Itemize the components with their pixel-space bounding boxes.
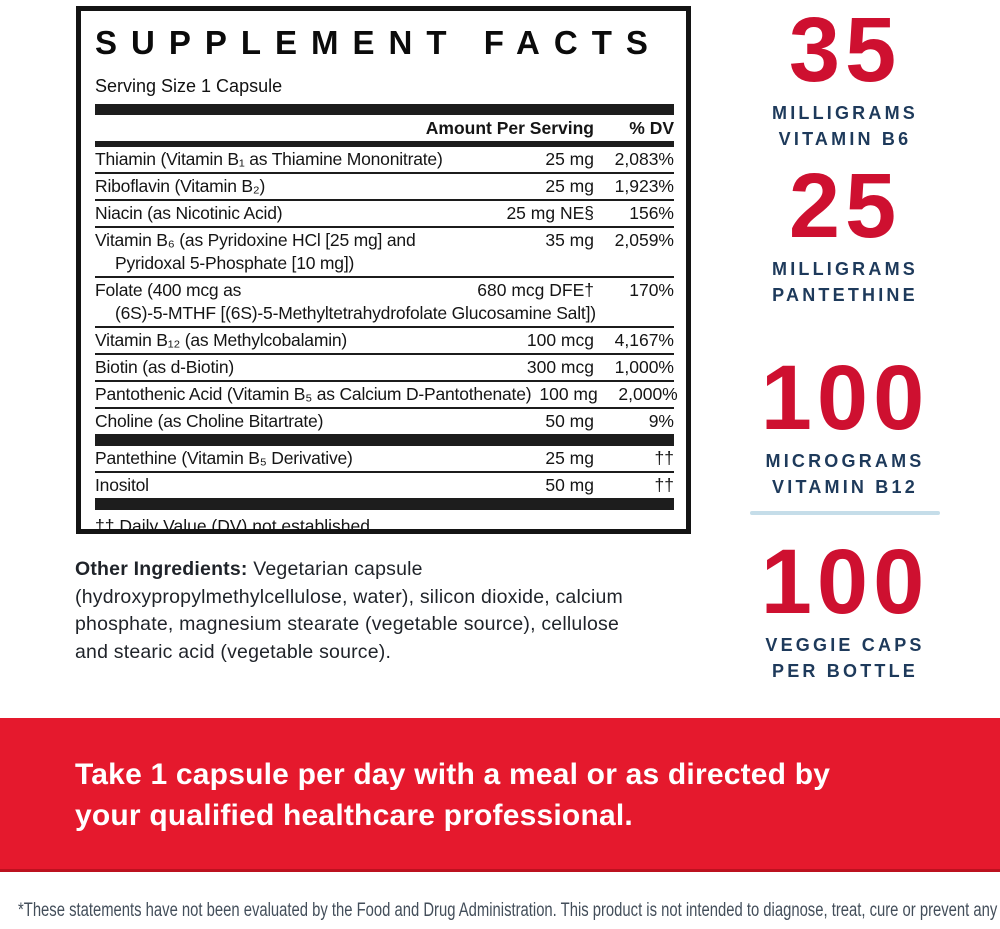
- nutrient-dv: 2,000%: [618, 384, 678, 404]
- nutrient-amount: 25 mg: [545, 149, 594, 169]
- supplement-facts-panel: SUPPLEMENT FACTS Serving Size 1 Capsule …: [76, 6, 691, 534]
- divider-bar: [95, 104, 674, 115]
- stat-nutrient: VITAMIN B12: [772, 477, 918, 497]
- stat-value: 100: [760, 347, 930, 449]
- table-row: Vitamin B₆ (as Pyridoxine HCl [25 mg] an…: [95, 226, 674, 276]
- stat-nutrient: VITAMIN B6: [778, 129, 912, 149]
- fda-disclaimer: *These statements have not been evaluate…: [18, 900, 1000, 921]
- panel-title: SUPPLEMENT FACTS: [95, 24, 662, 61]
- table-row: Riboflavin (Vitamin B₂) 25 mg 1,923%: [95, 172, 674, 199]
- table-row: Choline (as Choline Bitartrate) 50 mg 9%: [95, 407, 674, 434]
- nutrient-dv: 1,000%: [614, 357, 674, 377]
- stat-unit: MILLIGRAMS: [772, 259, 918, 279]
- divider-bar: [95, 141, 674, 147]
- nutrient-name-continued: Pyridoxal 5-Phosphate [10 mg]): [115, 253, 355, 273]
- stat-value: 100: [760, 531, 930, 633]
- stat-divider-line: [750, 511, 940, 515]
- nutrient-name: Vitamin B₆ (as Pyridoxine HCl [25 mg] an…: [95, 230, 416, 250]
- nutrient-dv: 156%: [629, 203, 674, 223]
- directions-banner: Take 1 capsule per day with a meal or as…: [0, 718, 1000, 872]
- nutrient-name: Vitamin B₁₂ (as Methylcobalamin): [95, 330, 348, 350]
- stat-value: 25: [788, 155, 902, 257]
- other-ingredients-label: Other Ingredients:: [75, 558, 248, 580]
- stat-veggie-caps: 100 VEGGIE CAPS PER BOTTLE: [745, 536, 945, 684]
- stat-unit: VEGGIE CAPS: [765, 635, 925, 655]
- table-row: Inositol 50 mg ††: [95, 471, 674, 498]
- divider-bar: [95, 498, 674, 510]
- divider-bar: [95, 434, 674, 446]
- directions-text: Take 1 capsule per day with a meal or as…: [75, 758, 831, 832]
- stat-nutrient: PANTETHINE: [772, 285, 918, 305]
- stat-unit: MICROGRAMS: [765, 451, 925, 471]
- nutrient-amount: 300 mcg: [526, 357, 594, 377]
- nutrient-amount: 50 mg: [545, 411, 594, 431]
- table-row: Biotin (as d-Biotin) 300 mcg 1,000%: [95, 353, 674, 380]
- nutrient-name: Folate (400 mcg as: [95, 280, 242, 300]
- nutrient-name: Inositol: [95, 475, 149, 495]
- nutrient-name: Pantothenic Acid (Vitamin B₅ as Calcium …: [95, 384, 532, 404]
- table-row: Pantothenic Acid (Vitamin B₅ as Calcium …: [95, 380, 678, 407]
- stat-vitamin-b12: 100 MICROGRAMS VITAMIN B12: [745, 352, 945, 500]
- stat-unit: MILLIGRAMS: [772, 103, 918, 123]
- table-row: Thiamin (Vitamin B₁ as Thiamine Mononitr…: [95, 147, 674, 172]
- nutrient-group-2: Pantethine (Vitamin B₅ Derivative) 25 mg…: [95, 446, 674, 498]
- nutrient-group-1: Thiamin (Vitamin B₁ as Thiamine Mononitr…: [95, 147, 678, 434]
- nutrient-name: Riboflavin (Vitamin B₂): [95, 176, 266, 196]
- nutrient-dv: ††: [654, 448, 674, 468]
- nutrient-amount: 25 mg NE§: [506, 203, 594, 223]
- stat-vitamin-b6: 35 MILLIGRAMS VITAMIN B6: [745, 4, 945, 152]
- nutrient-dv: 170%: [629, 280, 674, 300]
- stat-nutrient: PER BOTTLE: [771, 661, 918, 681]
- nutrient-name-continued: (6S)-5-MTHF [(6S)-5-Methyltetrahydrofola…: [115, 303, 596, 323]
- stat-pantethine: 25 MILLIGRAMS PANTETHINE: [745, 160, 945, 308]
- table-row: Vitamin B₁₂ (as Methylcobalamin) 100 mcg…: [95, 326, 674, 353]
- nutrient-amount: 100 mcg: [526, 330, 594, 350]
- nutrient-amount: 100 mg: [539, 384, 598, 404]
- header-percent-dv: % DV: [629, 118, 674, 138]
- nutrient-amount: 25 mg: [545, 448, 594, 468]
- nutrient-amount: 680 mcg DFE†: [477, 280, 594, 300]
- table-row: Folate (400 mcg as 680 mcg DFE† 170% (6S…: [95, 276, 674, 326]
- stat-value: 35: [788, 0, 902, 101]
- header-amount-per-serving: Amount Per Serving: [425, 118, 594, 138]
- nutrient-name: Pantethine (Vitamin B₅ Derivative): [95, 448, 353, 468]
- nutrient-name: Biotin (as d-Biotin): [95, 357, 234, 377]
- nutrient-name: Choline (as Choline Bitartrate): [95, 411, 324, 431]
- dv-footnote: †† Daily Value (DV) not established.: [95, 516, 375, 534]
- other-ingredients: Other Ingredients: Vegetarian capsule (h…: [75, 556, 735, 666]
- nutrient-amount: 35 mg: [545, 230, 594, 250]
- nutrient-dv: ††: [654, 475, 674, 495]
- nutrient-dv: 2,059%: [614, 230, 674, 250]
- nutrient-dv: 4,167%: [614, 330, 674, 350]
- serving-size: Serving Size 1 Capsule: [95, 76, 283, 96]
- other-ingredients-text: Vegetarian capsule (hydroxypropylmethylc…: [75, 558, 623, 663]
- nutrient-name: Niacin (as Nicotinic Acid): [95, 203, 283, 223]
- nutrient-dv: 9%: [648, 411, 674, 431]
- nutrient-dv: 1,923%: [614, 176, 674, 196]
- nutrient-amount: 25 mg: [545, 176, 594, 196]
- table-row: Pantethine (Vitamin B₅ Derivative) 25 mg…: [95, 446, 674, 471]
- table-row: Niacin (as Nicotinic Acid) 25 mg NE§ 156…: [95, 199, 674, 226]
- nutrient-dv: 2,083%: [614, 149, 674, 169]
- nutrient-name: Thiamin (Vitamin B₁ as Thiamine Mononitr…: [95, 149, 443, 169]
- table-header: Amount Per Serving % DV: [95, 115, 674, 141]
- nutrient-amount: 50 mg: [545, 475, 594, 495]
- highlight-stats-column: 35 MILLIGRAMS VITAMIN B6 25 MILLIGRAMS P…: [745, 0, 945, 700]
